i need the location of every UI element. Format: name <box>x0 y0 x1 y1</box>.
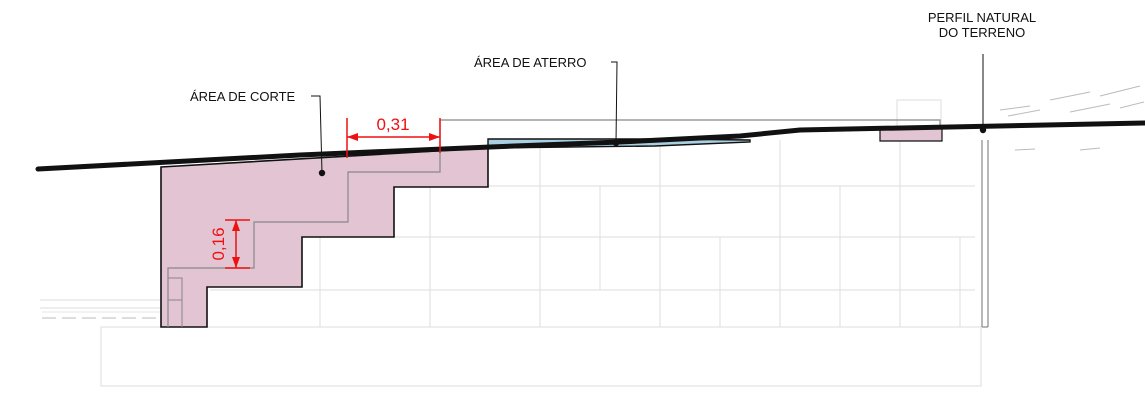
step-height-value: 0,16 <box>209 227 228 260</box>
retaining-wall <box>981 140 989 328</box>
cut-leader <box>311 95 323 174</box>
cut-area-region <box>160 147 489 328</box>
cut-area-inner-outline <box>168 277 183 327</box>
leader-lines <box>311 54 984 174</box>
foundation-block <box>100 326 982 387</box>
fill-leader <box>611 61 618 144</box>
step-width-value: 0,31 <box>376 115 409 134</box>
step-height-dimension <box>225 219 250 269</box>
natural-profile-label-line2: DO TERRENO <box>939 25 1025 40</box>
small-block <box>896 99 942 128</box>
fill-leader-dot <box>612 139 620 147</box>
terrain-leader-dot <box>979 126 987 134</box>
fill-area-label: ÁREA DE ATERRO <box>474 55 586 70</box>
cut-leader-dot <box>318 169 326 177</box>
natural-terrain-profile <box>35 120 1145 172</box>
natural-profile-label-line1: PERFIL NATURAL <box>928 10 1036 25</box>
terrain-sketch-marks <box>999 85 1145 151</box>
cut-area-label: ÁREA DE CORTE <box>190 89 296 104</box>
background-grid <box>40 99 982 387</box>
step-width-dimension <box>346 118 441 158</box>
cut-area-inner-outline <box>167 119 941 327</box>
